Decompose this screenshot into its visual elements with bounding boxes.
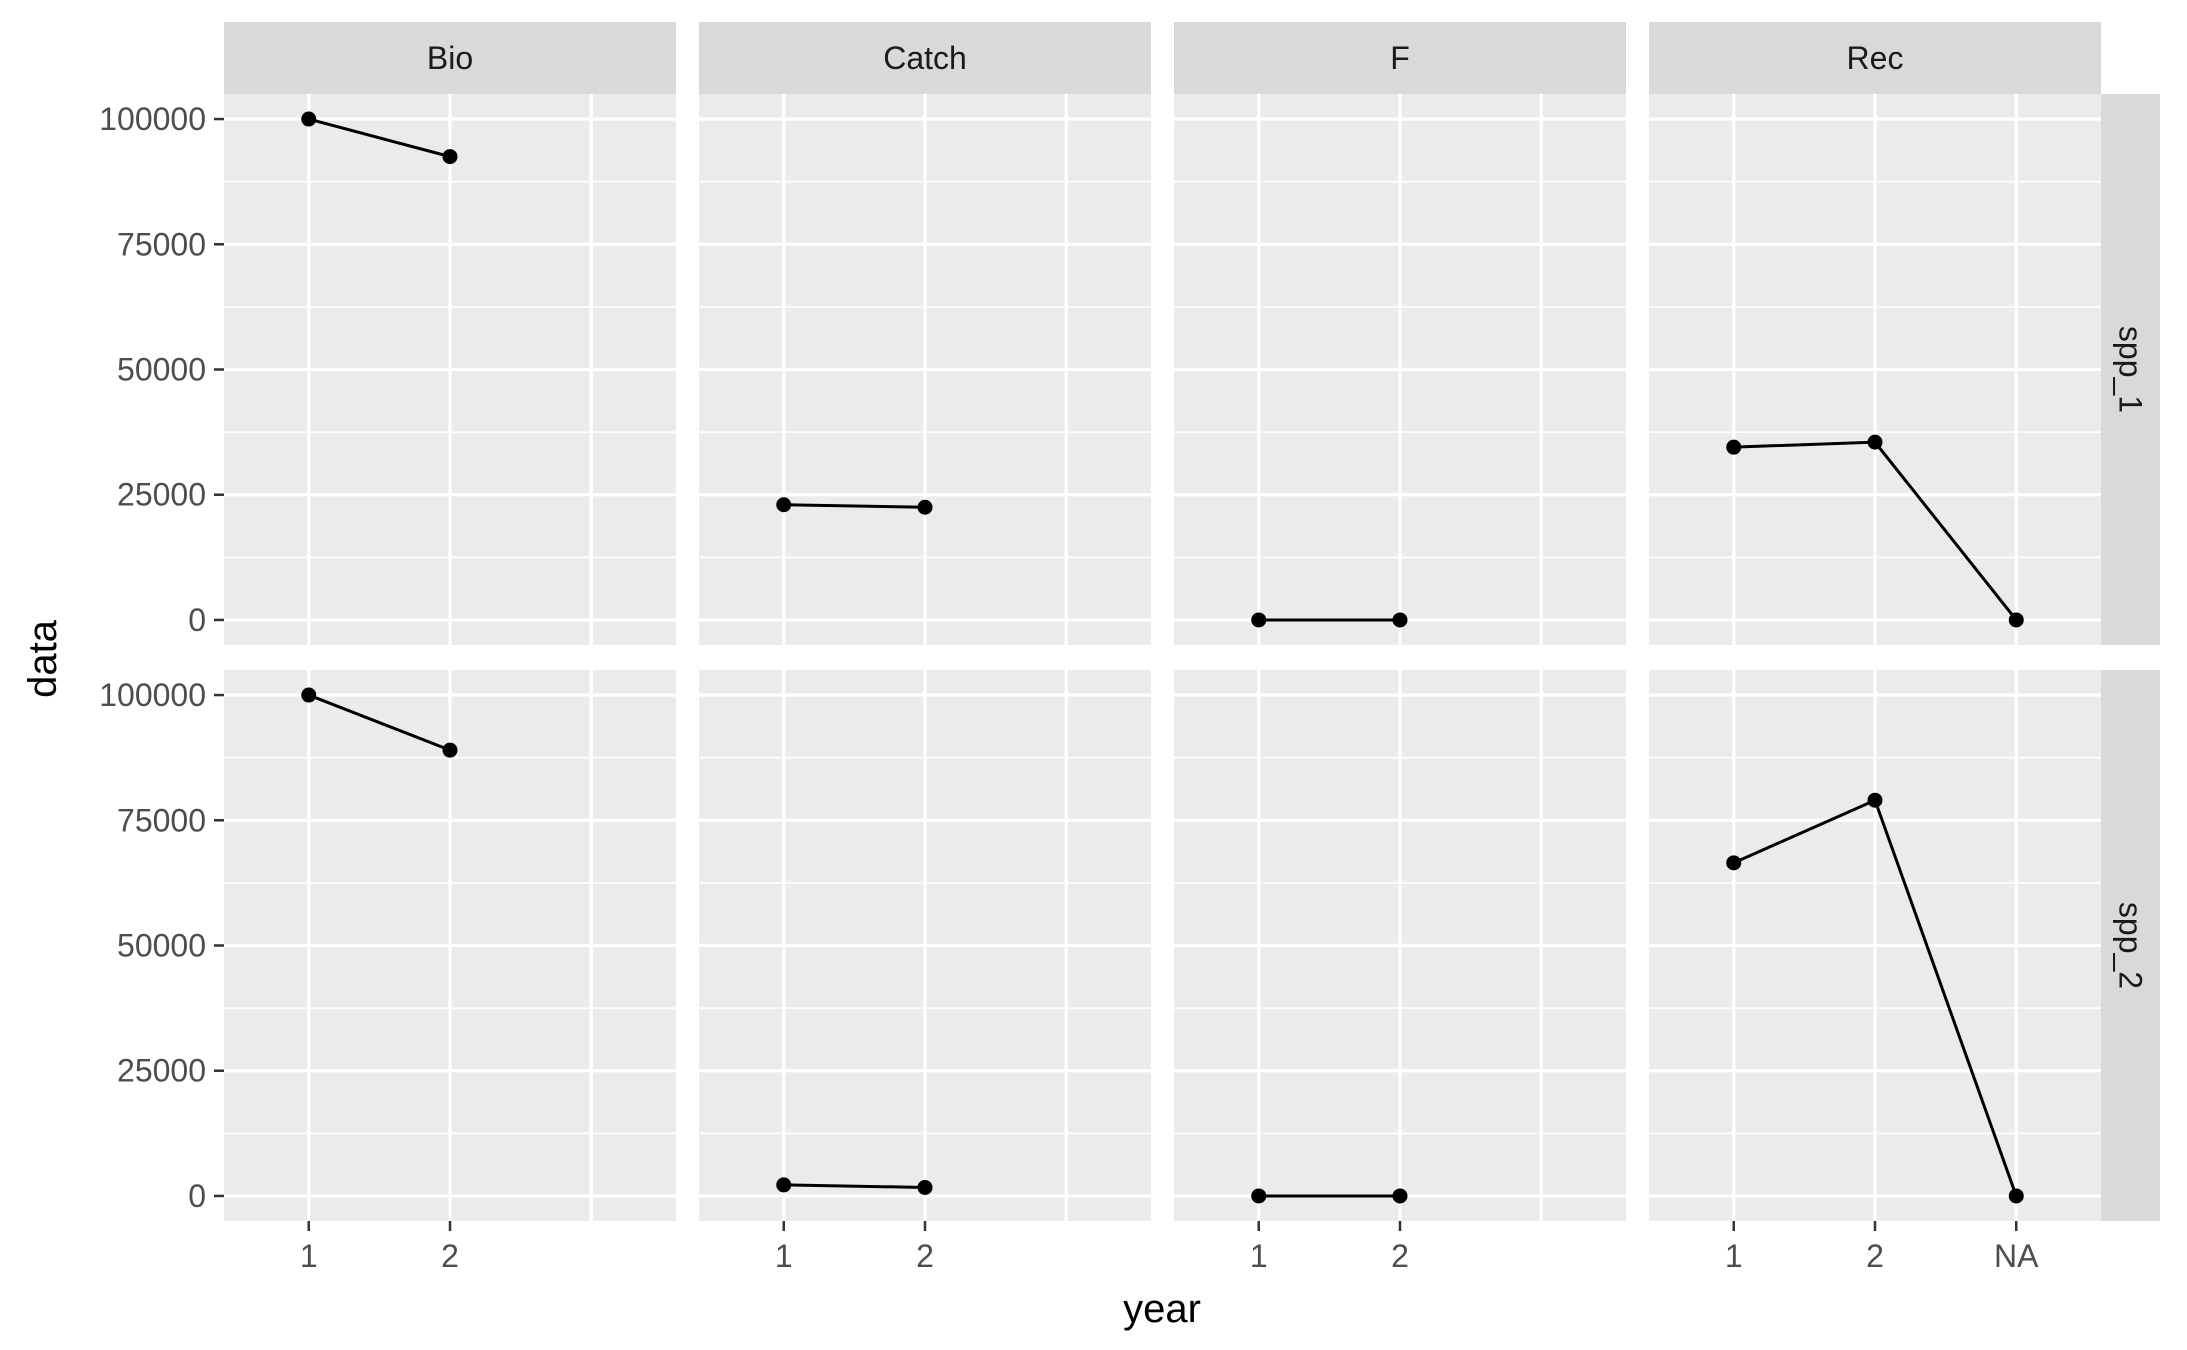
y-tick-label: 50000 [117,928,206,964]
x-tick-label: 1 [300,1238,318,1274]
data-point-2 [917,499,933,515]
data-point-na [2008,1188,2024,1204]
strip-label: F [1390,40,1410,76]
panel-spp-1-f [1174,94,1626,645]
data-point-2 [1867,792,1883,808]
strip-label: spp_2 [2113,902,2149,989]
y-tick-label: 100000 [99,101,206,137]
series-line [308,693,451,752]
data-point-2 [917,1179,933,1195]
x-tick-label: 2 [1866,1238,1884,1274]
x-tick-label: 1 [1250,1238,1268,1274]
x-tick-label: 2 [1391,1238,1409,1274]
panel-spp-1-catch [699,94,1151,645]
data-point-1 [301,687,317,703]
y-tick-label: 25000 [117,1053,206,1089]
strip-catch: Catch [699,22,1151,94]
data-point-1 [776,497,792,513]
series-spp-2-rec [1726,792,2024,1204]
strip-background [2101,94,2160,645]
axes-layer: 0 25000 50000 75000 100000 0 25000 50000 75000 10… [99,101,2039,1274]
y-tick-label: 75000 [117,802,206,838]
strip-spp-1: spp_1 [2101,94,2160,645]
strip-label: Bio [427,40,473,76]
y-tick-label: 100000 [99,677,206,713]
x-tick-label: 1 [775,1238,793,1274]
strip-label: spp_1 [2113,326,2149,413]
panels-layer [224,94,2101,1221]
strip-background [699,22,1151,94]
strip-label: Catch [883,40,967,76]
series-spp-2-bio [301,687,458,758]
data-point-2 [1867,434,1883,450]
y-tick-label: 0 [188,1178,206,1214]
x-tick-label: 2 [441,1238,459,1274]
strip-f: F [1174,22,1626,94]
data-point-na [2008,612,2024,628]
data-point-2 [442,742,458,758]
x-tick-label: 2 [916,1238,934,1274]
panel-spp-2-bio [224,670,676,1221]
data-point-1 [301,111,317,127]
strip-bio: Bio [224,22,676,94]
data-point-1 [776,1177,792,1193]
strip-background [1174,22,1626,94]
strip-rec: Rec [1649,22,2101,94]
panel-spp-2-f [1174,670,1626,1221]
strip-background [2101,670,2160,1221]
strip-background [1649,22,2101,94]
y-tick-label: 50000 [117,352,206,388]
data-point-1 [1726,439,1742,455]
strips-layer: Bio Catch F Rec spp_1 spp_2 [224,22,2160,1221]
series-spp-2-f [1251,1188,1408,1204]
data-point-1 [1251,1188,1267,1204]
strip-background [224,22,676,94]
series-spp-1-catch [776,497,933,515]
strip-label: Rec [1847,40,1904,76]
series-spp-2-catch [776,1177,933,1195]
panel-spp-1-bio [224,94,676,645]
panel-spp-2-rec [1649,670,2101,1221]
y-axis-title: data [21,619,65,698]
x-axis-title: year [1123,1287,1201,1331]
data-point-1 [1251,612,1267,628]
series-line [308,117,451,159]
series-line [783,1183,926,1189]
x-tick-label: NA [1994,1238,2039,1274]
series-spp-1-bio [301,111,458,165]
y-tick-label: 75000 [117,226,206,262]
y-tick-label: 25000 [117,477,206,513]
series-line [783,503,926,509]
series-spp-1-rec [1726,434,2024,628]
x-tick-label: 1 [1725,1238,1743,1274]
y-tick-label: 0 [188,602,206,638]
series-spp-1-f [1251,612,1408,628]
data-point-2 [1392,612,1408,628]
data-point-2 [1392,1188,1408,1204]
panel-spp-1-rec [1649,94,2101,645]
panel-spp-2-catch [699,670,1151,1221]
data-point-2 [442,149,458,165]
data-point-1 [1726,855,1742,871]
strip-spp-2: spp_2 [2101,670,2160,1221]
